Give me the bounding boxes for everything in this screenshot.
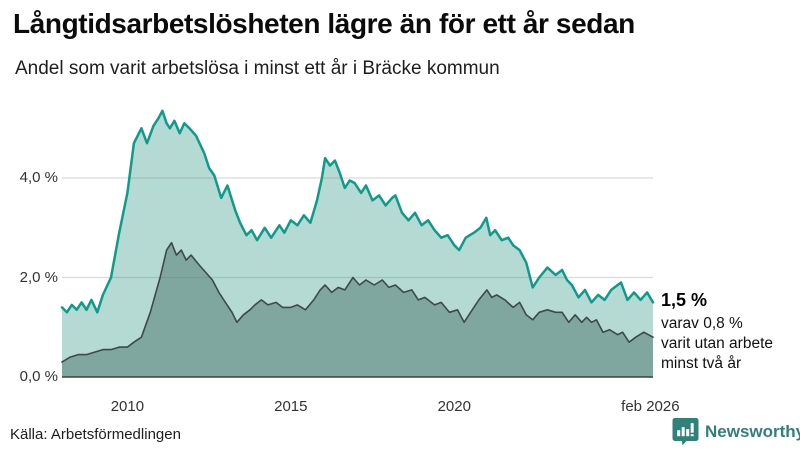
x-tick-label: 2015 — [274, 398, 308, 415]
x-tick-label: feb 2026 — [621, 398, 680, 415]
line-total — [60, 109, 655, 314]
end-note-line-2: varit utan arbete — [661, 335, 774, 352]
area-two-year — [62, 242, 653, 377]
exclamation-bar — [690, 423, 694, 433]
end-note-label: varav 0,8 % varit utan arbete minst två … — [661, 314, 796, 374]
x-tick-label: 2020 — [437, 398, 471, 415]
end-note-line-1: varav 0,8 % — [661, 315, 743, 332]
bar-tall — [681, 427, 685, 437]
x-tick-label: 2010 — [110, 398, 145, 415]
y-tick-label: 4,0 % — [19, 169, 58, 186]
end-note-line-3: minst två år — [661, 355, 742, 372]
exclamation-dot — [690, 434, 694, 437]
bar-short — [677, 430, 681, 437]
chart-subtitle: Andel som varit arbetslösa i minst ett å… — [15, 58, 500, 79]
y-tick-label: 0,0 % — [19, 368, 58, 385]
end-value-label: 1,5 % — [661, 290, 708, 310]
brand-name: Newsworthy — [705, 421, 800, 441]
newsworthy-bubble-icon — [672, 418, 699, 446]
source-note: Källa: Arbetsförmedlingen — [10, 426, 181, 443]
y-axis: 0,0 % 2,0 % 4,0 % — [0, 0, 58, 450]
chart-title: Långtidsarbetslösheten lägre än för ett … — [13, 8, 635, 39]
newsworthy-logo: Newsworthy — [672, 417, 800, 446]
line-two-year — [61, 241, 654, 363]
y-tick-label: 2,0 % — [19, 268, 58, 286]
bar-medium — [686, 429, 690, 437]
